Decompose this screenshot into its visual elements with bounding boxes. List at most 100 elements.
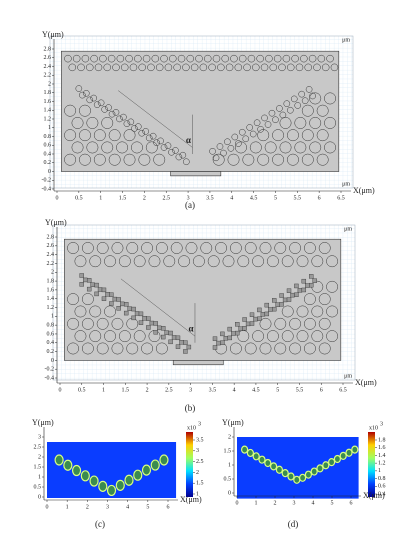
guide-line [118, 90, 193, 148]
hole [64, 104, 77, 117]
hole [108, 129, 121, 142]
hole [272, 153, 285, 166]
colorbar-label: 1.4 [378, 453, 386, 459]
hole [86, 141, 99, 154]
field-spot [241, 445, 249, 454]
hole [138, 129, 146, 137]
hole [249, 130, 257, 138]
y-tick-label: 2 [228, 434, 231, 440]
hole [93, 129, 106, 142]
hole [175, 153, 183, 161]
hole [242, 153, 255, 166]
hole [89, 330, 102, 343]
hole [304, 317, 316, 330]
square [268, 307, 273, 312]
y-tick-label: 1 [38, 474, 41, 480]
hole [207, 255, 220, 268]
field-spot [141, 464, 152, 476]
hole [126, 242, 139, 254]
x-tick-label: 3.5 [209, 387, 217, 393]
square [175, 344, 181, 349]
hole [81, 293, 94, 306]
hole [118, 330, 131, 343]
x-axis-label: X(μm) [180, 495, 202, 504]
hole [316, 104, 329, 117]
square [275, 302, 280, 307]
y-tick-label: 0 [228, 490, 231, 496]
y-tick-label: 1.8 [47, 278, 55, 284]
hole [301, 129, 314, 142]
hole [81, 54, 90, 63]
y-tick-label: 1.4 [47, 296, 55, 302]
colorbar-label: 3 [196, 448, 199, 454]
caption: (c) [95, 519, 105, 529]
x-tick-label: 6.5 [339, 387, 347, 393]
hole [93, 153, 106, 166]
hole [261, 114, 268, 122]
hole [227, 145, 235, 152]
hole [229, 242, 242, 254]
square [86, 286, 92, 292]
square [272, 306, 277, 312]
hole [155, 63, 164, 72]
square [109, 292, 114, 297]
x-tick-label: 3 [106, 504, 109, 510]
hole [301, 104, 314, 117]
hole [179, 151, 187, 159]
square [131, 306, 136, 312]
hole [276, 105, 283, 112]
square [279, 293, 284, 298]
field-spot [328, 458, 336, 467]
square [157, 325, 162, 331]
hole [294, 102, 302, 109]
square [168, 339, 173, 345]
square [301, 278, 307, 284]
x-axis-label: X(μm) [353, 186, 375, 195]
hole [324, 141, 337, 154]
square [309, 282, 314, 288]
hole [64, 129, 77, 142]
y-tick-label: 0.4 [47, 340, 55, 346]
hole [301, 97, 309, 105]
hole [246, 124, 253, 131]
hole [168, 148, 175, 156]
waveguide [170, 171, 222, 177]
hole [266, 255, 279, 268]
hole [86, 63, 94, 72]
hole [134, 54, 142, 63]
hole [252, 63, 260, 72]
hole [111, 317, 124, 330]
hole [281, 305, 294, 318]
square [138, 311, 144, 317]
hole [103, 63, 111, 72]
square [94, 282, 99, 288]
square [264, 311, 270, 317]
field-spot [159, 454, 169, 466]
colorbar-label: 1.2 [378, 461, 386, 467]
hole [116, 115, 123, 123]
y-tick-label: 0.8 [44, 134, 52, 140]
hole [227, 153, 240, 166]
hole [317, 54, 326, 63]
x-tick-label: 6 [167, 504, 170, 510]
y-tick-label: 1 [51, 314, 54, 320]
x-tick-label: 1 [255, 500, 258, 506]
square [282, 297, 288, 303]
hole [308, 54, 317, 63]
guide-line [120, 278, 196, 337]
hole [108, 110, 116, 118]
hole [77, 63, 85, 72]
square [257, 307, 262, 313]
field-spot [310, 467, 318, 476]
y-tick-label: 2.2 [47, 261, 55, 267]
y-tick-label: 1.8 [44, 90, 52, 96]
y-tick-label: -0.2 [42, 178, 52, 184]
hole [186, 54, 195, 63]
x-tick-label: 2 [146, 387, 149, 393]
square [309, 274, 314, 279]
colorbar-label: 1.5 [196, 481, 204, 487]
hole [212, 153, 225, 166]
x-tick-label: 4 [233, 387, 236, 393]
hole [96, 317, 109, 330]
